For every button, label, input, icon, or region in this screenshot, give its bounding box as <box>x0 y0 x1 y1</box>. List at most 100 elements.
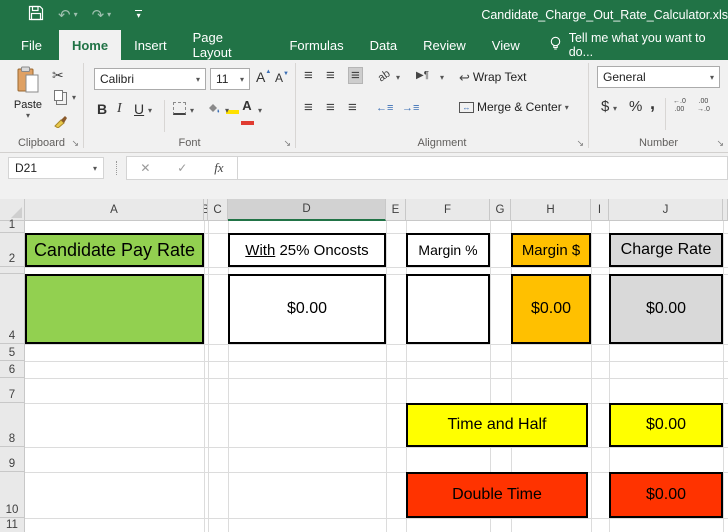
customize-qat-button[interactable]: ▾ <box>135 10 143 20</box>
currency-button[interactable]: $ <box>601 98 610 115</box>
row-header-7[interactable]: 7 <box>0 378 25 403</box>
comma-style-button[interactable]: , <box>650 93 656 113</box>
tab-view[interactable]: View <box>491 37 520 53</box>
shrink-font-button[interactable]: A▼ <box>275 71 289 85</box>
cell-j4-charge-rate-value[interactable]: $0.00 <box>609 274 723 344</box>
tab-file[interactable]: File <box>21 37 42 53</box>
currency-dropdown-icon[interactable]: ▾ <box>613 104 618 113</box>
row-header-8[interactable]: 8 <box>0 403 25 447</box>
column-header-a[interactable]: A <box>25 199 204 221</box>
fill-color-icon[interactable] <box>206 101 240 119</box>
percent-style-button[interactable]: % <box>629 98 643 115</box>
increase-decimal-icon[interactable]: ←.0 .00 <box>673 98 686 113</box>
font-color-icon[interactable]: A <box>240 98 254 128</box>
cell-f2-margin-pct-header[interactable]: Margin % <box>406 233 490 267</box>
save-icon[interactable] <box>28 5 44 26</box>
name-box[interactable]: D21 ▾ <box>8 157 104 179</box>
cell-h4-margin-dollar-value[interactable]: $0.00 <box>511 274 591 344</box>
cancel-icon[interactable]: ✕ <box>140 161 151 175</box>
column-header-k-partial[interactable] <box>723 199 728 221</box>
column-header-d[interactable]: D <box>228 199 386 221</box>
cell-a2-candidate-pay-rate[interactable]: Candidate Pay Rate <box>25 233 204 267</box>
enter-icon[interactable]: ✓ <box>177 161 188 175</box>
middle-align-icon[interactable]: ≡ <box>326 67 335 84</box>
number-dialog-launcher-icon[interactable]: ↘ <box>716 138 724 148</box>
borders-icon[interactable] <box>173 102 186 115</box>
underline-dropdown-icon[interactable]: ▾ <box>148 106 153 115</box>
cell-d4-pay-with-oncosts-value[interactable]: $0.00 <box>228 274 386 344</box>
borders-dropdown-icon[interactable]: ▾ <box>190 106 195 115</box>
cell-f8-time-and-half-label[interactable]: Time and Half <box>406 403 588 447</box>
font-color-dropdown-icon[interactable]: ▾ <box>258 106 263 115</box>
clipboard-dialog-launcher-icon[interactable]: ↘ <box>71 138 79 148</box>
fill-color-dropdown-icon[interactable]: ▾ <box>225 106 230 115</box>
row-header-11[interactable]: 11 <box>0 518 25 532</box>
undo-button[interactable]: ↶ ▾ <box>58 8 78 23</box>
orientation-dropdown-icon[interactable]: ▾ <box>396 73 401 82</box>
decrease-decimal-icon[interactable]: .00 →.0 <box>697 98 710 113</box>
select-all-corner[interactable] <box>0 199 25 221</box>
row-header-3[interactable] <box>0 267 25 274</box>
number-format-combo[interactable]: General ▾ <box>597 66 720 88</box>
column-header-e[interactable]: E <box>386 199 406 221</box>
tab-insert[interactable]: Insert <box>134 37 167 53</box>
row-header-4[interactable]: 4 <box>0 274 25 344</box>
tab-review[interactable]: Review <box>423 37 466 53</box>
decrease-indent-icon[interactable]: ←≡ <box>376 102 394 114</box>
top-align-icon[interactable]: ≡ <box>304 67 313 84</box>
column-header-f[interactable]: F <box>406 199 490 221</box>
column-header-b[interactable]: B <box>204 199 208 221</box>
cell-f10-double-time-label[interactable]: Double Time <box>406 472 588 518</box>
redo-button[interactable]: ↷ ▾ <box>92 8 112 23</box>
name-box-dropdown-icon[interactable]: ▾ <box>92 163 97 173</box>
alignment-dialog-launcher-icon[interactable]: ↘ <box>576 138 584 148</box>
text-direction-dropdown-icon[interactable]: ▾ <box>440 73 445 82</box>
cell-j2-charge-rate-header[interactable]: Charge Rate <box>609 233 723 267</box>
column-header-g[interactable]: G <box>490 199 511 221</box>
row-header-1[interactable]: 1 <box>0 219 25 233</box>
column-header-i[interactable]: I <box>591 199 609 221</box>
underline-button[interactable]: U <box>134 101 145 117</box>
bold-button[interactable]: B <box>97 101 108 117</box>
increase-indent-icon[interactable]: →≡ <box>402 102 420 114</box>
wrap-text-button[interactable]: ↩ Wrap Text <box>459 70 526 84</box>
row-header-2[interactable]: 2 <box>0 233 25 267</box>
copy-icon[interactable] <box>54 90 63 101</box>
paste-button[interactable]: Paste ▾ <box>8 66 48 120</box>
row-header-9[interactable]: 9 <box>0 447 25 472</box>
cell-d2-oncosts-header[interactable]: With 25% Oncosts <box>228 233 386 267</box>
font-size-combo[interactable]: 11 ▾ <box>210 68 250 90</box>
align-left-icon[interactable]: ≡ <box>304 99 313 116</box>
row-header-5[interactable]: 5 <box>0 344 25 361</box>
align-center-icon[interactable]: ≡ <box>326 99 335 116</box>
bottom-align-icon[interactable]: ≡ <box>348 67 363 84</box>
row-header-10[interactable]: 10 <box>0 472 25 518</box>
cut-icon[interactable]: ✂ <box>52 67 64 83</box>
cell-a4-candidate-pay-rate-input[interactable] <box>25 274 204 344</box>
formula-input[interactable] <box>238 156 728 180</box>
redo-dropdown-icon[interactable]: ▾ <box>107 10 112 19</box>
insert-function-icon[interactable]: fx <box>214 160 224 175</box>
cell-j8-time-and-half-value[interactable]: $0.00 <box>609 403 723 447</box>
cell-j10-double-time-value[interactable]: $0.00 <box>609 472 723 518</box>
row-header-6[interactable]: 6 <box>0 361 25 378</box>
orientation-icon[interactable]: ab <box>375 67 393 85</box>
column-header-j[interactable]: J <box>609 199 723 221</box>
column-header-c[interactable]: C <box>208 199 228 221</box>
undo-dropdown-icon[interactable]: ▾ <box>73 10 78 19</box>
column-header-h[interactable]: H <box>511 199 591 221</box>
cell-f4-margin-pct-input[interactable] <box>406 274 490 344</box>
text-direction-icon[interactable]: ▶¶ <box>416 70 430 81</box>
italic-button[interactable]: I <box>117 101 122 116</box>
tab-page-layout[interactable]: Page Layout <box>192 30 232 60</box>
copy-dropdown-icon[interactable]: ▾ <box>72 93 77 102</box>
merge-center-button[interactable]: ↔ Merge & Center ▾ <box>459 100 569 114</box>
tab-formulas[interactable]: Formulas <box>289 37 344 53</box>
paste-dropdown-icon[interactable]: ▾ <box>25 111 30 120</box>
format-painter-icon[interactable] <box>53 113 68 133</box>
cell-h2-margin-dollar-header[interactable]: Margin $ <box>511 233 591 267</box>
tab-data[interactable]: Data <box>369 37 398 53</box>
font-name-combo[interactable]: Calibri ▾ <box>94 68 206 90</box>
font-dialog-launcher-icon[interactable]: ↘ <box>283 138 291 148</box>
tab-home[interactable]: Home <box>58 30 122 60</box>
